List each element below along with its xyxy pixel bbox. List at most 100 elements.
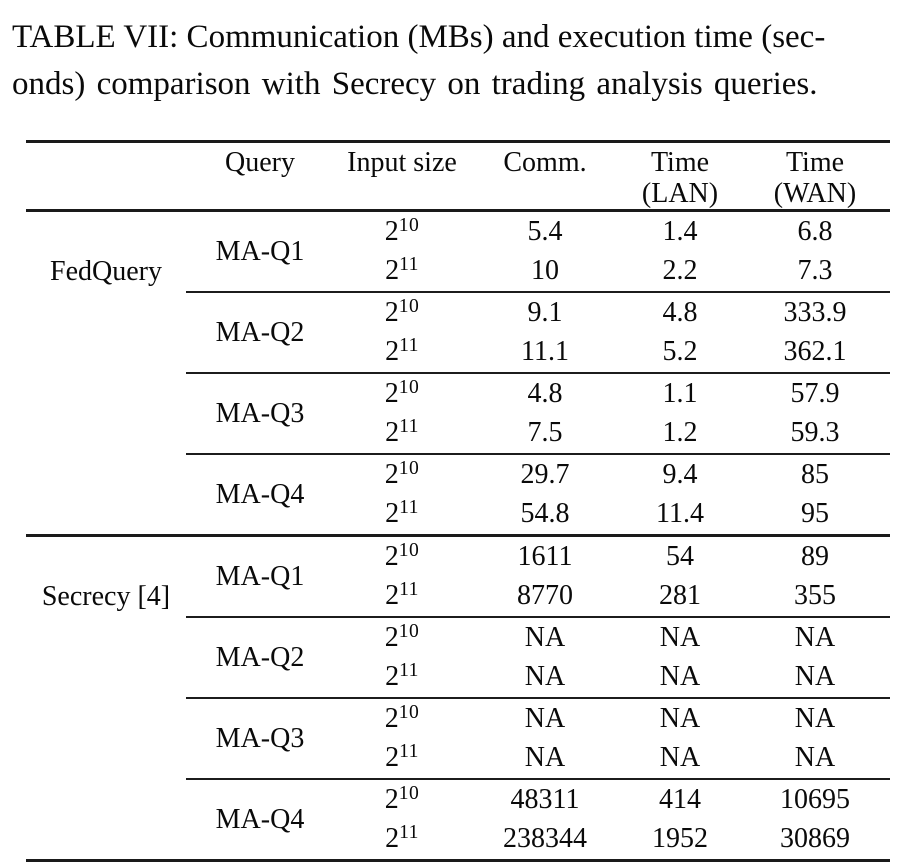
input-base: 2	[385, 580, 400, 612]
time-wan-value: 6.8	[797, 215, 833, 247]
time-lan-value: 1.1	[662, 377, 698, 409]
input-exponent: 11	[399, 497, 419, 519]
system-label-secrecy: Secrecy [4]	[41, 581, 171, 612]
time-wan-value: 95	[740, 494, 890, 537]
input-base: 2	[385, 417, 400, 449]
comm-value: NA	[470, 657, 620, 699]
time-wan-value: 30869	[780, 823, 850, 855]
input-exponent: 10	[398, 295, 420, 317]
system-label-fedquery: FedQuery	[26, 210, 186, 537]
input-size-value: 210	[334, 454, 470, 495]
time-wan-value: 362.1	[740, 332, 890, 374]
input-base: 2	[385, 255, 400, 287]
time-lan-value: 4.8	[662, 296, 698, 328]
input-exponent: 11	[399, 254, 419, 276]
input-exponent: 10	[398, 620, 420, 642]
time-lan-value: NA	[659, 621, 701, 653]
table-row: MA-Q4 210 48311 414 10695	[26, 779, 890, 835]
input-size-value: 211	[334, 576, 470, 618]
table-row: 211 8770 281 355	[26, 576, 890, 618]
input-exponent: 11	[399, 335, 419, 357]
comm-value: 48311	[510, 783, 580, 815]
input-exponent: 11	[399, 579, 419, 601]
time-wan-value: NA	[740, 738, 890, 780]
comm-value: 54.8	[470, 494, 620, 537]
time-wan-value: NA	[794, 621, 836, 653]
time-lan-value: NA	[659, 702, 701, 734]
input-exponent: 11	[399, 741, 419, 763]
input-size-value: 211	[334, 738, 470, 780]
input-size-value: 210	[334, 211, 470, 252]
comm-value: NA	[470, 738, 620, 780]
time-wan-value: 89	[801, 540, 829, 572]
table-row: FedQuery MA-Q1 210 5.4 1.4 6.8	[26, 210, 890, 537]
comm-value: 7.5	[470, 413, 620, 455]
comm-value: NA	[524, 702, 566, 734]
input-size-value: 211	[334, 413, 470, 455]
time-wan-value: 59.3	[740, 413, 890, 455]
input-size-value: 210	[334, 373, 470, 414]
comm-value: 1611	[517, 540, 573, 572]
table-row: 211 11.1 5.2 362.1	[26, 332, 890, 374]
comm-value: 10	[470, 251, 620, 293]
header-time-wan-line1: Time	[785, 147, 845, 178]
table-caption: TABLE VII: Communication (MBs) and execu…	[12, 14, 892, 108]
time-lan-value: 9.4	[662, 458, 698, 490]
table-row: MA-Q3 210 NA NA NA	[26, 698, 890, 780]
query-label: MA-Q1	[186, 535, 334, 618]
table-header: Query Input size Comm. Time (LAN) Time (…	[26, 140, 890, 212]
input-exponent: 10	[398, 457, 420, 479]
input-exponent: 11	[399, 416, 419, 438]
input-base: 2	[384, 296, 399, 328]
input-exponent: 11	[399, 822, 419, 844]
time-wan-value: 10695	[780, 783, 850, 815]
query-label: MA-Q1	[186, 210, 334, 293]
query-label: MA-Q4	[186, 454, 334, 537]
input-size-value: 210	[334, 536, 470, 577]
header-time-wan: Time (WAN)	[740, 140, 890, 212]
comm-value: 8770	[470, 576, 620, 618]
input-size-value: 211	[334, 657, 470, 699]
time-lan-value: 2.2	[620, 251, 740, 293]
query-label: MA-Q3	[186, 698, 334, 780]
input-base: 2	[384, 377, 399, 409]
input-exponent: 11	[399, 660, 419, 682]
input-base: 2	[385, 498, 400, 530]
query-label: MA-Q3	[186, 373, 334, 455]
time-wan-value: 333.9	[783, 296, 847, 328]
input-exponent: 10	[398, 782, 420, 804]
input-size-value: 211	[334, 251, 470, 293]
input-exponent: 10	[398, 539, 420, 561]
input-base: 2	[384, 702, 399, 734]
header-time-wan-line2: (WAN)	[773, 178, 857, 209]
header-query: Query	[186, 140, 334, 212]
header-time-lan: Time (LAN)	[620, 140, 740, 212]
input-size-value: 210	[334, 617, 470, 658]
caption-line-1: TABLE VII: Communication (MBs) and execu…	[12, 19, 826, 55]
input-base: 2	[384, 783, 399, 815]
input-base: 2	[385, 661, 400, 693]
comm-value: 11.1	[470, 332, 620, 374]
comm-value: 29.7	[520, 458, 570, 490]
time-lan-value: 54	[666, 540, 694, 572]
time-lan-value: 281	[620, 576, 740, 618]
query-label: MA-Q4	[215, 803, 305, 835]
input-base: 2	[384, 621, 399, 653]
table-row: MA-Q3 210 4.8 1.1 57.9	[26, 373, 890, 455]
input-size-value: 210	[334, 698, 470, 739]
table-row: Secrecy [4] MA-Q1 210 1611 54 89	[26, 535, 890, 618]
input-exponent: 10	[398, 214, 420, 236]
table-row: MA-Q4 210 29.7 9.4 85	[26, 454, 890, 537]
input-size-value: 211	[334, 332, 470, 374]
time-wan-value: NA	[794, 702, 836, 734]
comm-value: 238344	[503, 823, 587, 855]
table-body: FedQuery MA-Q1 210 5.4 1.4 6.8 211 10 2.…	[26, 210, 890, 861]
table-row: 211 NA NA NA	[26, 738, 890, 780]
time-lan-value: 1952	[652, 823, 708, 855]
query-label: MA-Q2	[186, 292, 334, 374]
comm-value: 5.4	[527, 215, 563, 247]
input-size-value: 210	[334, 292, 470, 333]
input-base: 2	[385, 823, 400, 855]
input-base: 2	[385, 336, 400, 368]
input-size-value: 211	[334, 494, 470, 537]
